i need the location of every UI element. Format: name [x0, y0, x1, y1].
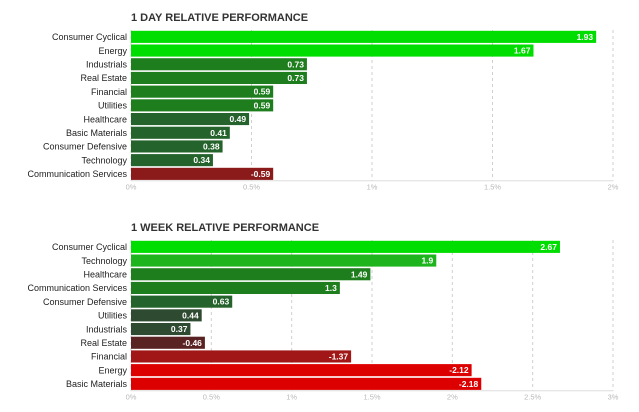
day-value-label: 1.67 — [514, 46, 531, 56]
day-value-label: 0.59 — [254, 100, 271, 110]
week-bar — [131, 364, 472, 377]
day-tick-label: 1.5% — [484, 183, 501, 192]
day-value-label: 0.59 — [254, 87, 271, 97]
week-bar — [131, 350, 352, 363]
week-category-label: Consumer Cyclical — [52, 242, 127, 252]
week-category-label: Basic Materials — [66, 379, 128, 389]
day-bar — [131, 99, 274, 112]
week-value-label: -1.37 — [329, 351, 349, 361]
day-value-label: -0.59 — [251, 169, 271, 179]
day-category-label: Consumer Defensive — [43, 142, 127, 152]
day-bar — [131, 167, 274, 180]
day-value-label: 0.73 — [287, 59, 304, 69]
day-tick-label: 0.5% — [243, 183, 260, 192]
week-value-label: 2.67 — [540, 242, 557, 252]
week-category-label: Utilities — [98, 311, 128, 321]
day-category-label: Utilities — [98, 101, 128, 111]
day-category-label: Consumer Cyclical — [52, 32, 127, 42]
week-tick-label: 1.5% — [363, 393, 380, 402]
day-bar — [131, 126, 230, 139]
day-value-label: 0.34 — [193, 155, 210, 165]
week-performance-panel: 1 WEEK RELATIVE PERFORMANCE 0% 0.5% 1% 1.5% 2… — [27, 222, 618, 402]
week-value-label: 1.3 — [325, 283, 337, 293]
week-tick-label: 3% — [608, 393, 619, 402]
day-category-label: Healthcare — [83, 114, 127, 124]
day-bar — [131, 44, 534, 57]
week-category-label: Energy — [98, 365, 127, 375]
week-value-label: 0.63 — [213, 297, 230, 307]
day-tick-label: 1% — [367, 183, 378, 192]
week-value-label: 0.44 — [182, 310, 199, 320]
week-bar — [131, 377, 482, 390]
week-category-label: Financial — [91, 352, 127, 362]
week-bar — [131, 336, 205, 349]
day-category-label: Real Estate — [80, 73, 127, 83]
day-tick-label: 2% — [608, 183, 619, 192]
week-category-label: Communication Services — [27, 283, 127, 293]
week-category-label: Real Estate — [80, 338, 127, 348]
day-performance-panel: 1 DAY RELATIVE PERFORMANCE 0% 0.5% 1% 1.5% 2%… — [27, 12, 618, 192]
day-bar — [131, 85, 274, 98]
day-category-label: Communication Services — [27, 169, 127, 179]
week-bar — [131, 323, 191, 336]
week-category-label: Industrials — [86, 324, 128, 334]
day-value-label: 0.38 — [203, 141, 220, 151]
week-value-label: -0.46 — [183, 338, 203, 348]
week-bar — [131, 254, 437, 267]
week-value-label: -2.12 — [449, 365, 469, 375]
week-value-label: 0.37 — [171, 324, 188, 334]
week-value-label: 1.9 — [421, 256, 433, 266]
day-tick-label: 0% — [126, 183, 137, 192]
week-tick-label: 2% — [447, 393, 458, 402]
week-tick-label: 2.5% — [524, 393, 541, 402]
week-category-label: Technology — [81, 256, 127, 266]
week-category-label: Consumer Defensive — [43, 297, 127, 307]
week-value-label: 1.49 — [351, 269, 368, 279]
day-category-label: Industrials — [86, 59, 128, 69]
day-value-label: 0.41 — [210, 128, 227, 138]
week-bar — [131, 281, 340, 294]
week-bar — [131, 240, 560, 253]
day-value-label: 0.73 — [287, 73, 304, 83]
week-tick-label: 1% — [286, 393, 297, 402]
day-bar — [131, 30, 597, 43]
day-bar — [131, 113, 250, 126]
week-bar — [131, 268, 371, 281]
day-bar — [131, 58, 307, 71]
day-bar — [131, 71, 307, 84]
week-bar — [131, 309, 202, 322]
week-tick-label: 0% — [126, 393, 137, 402]
day-category-label: Basic Materials — [66, 128, 128, 138]
day-category-label: Energy — [98, 46, 127, 56]
day-value-label: 0.49 — [230, 114, 247, 124]
day-chart-title: 1 DAY RELATIVE PERFORMANCE — [131, 12, 308, 24]
week-tick-label: 0.5% — [203, 393, 220, 402]
week-chart-title: 1 WEEK RELATIVE PERFORMANCE — [131, 222, 319, 234]
day-value-label: 1.93 — [577, 32, 594, 42]
week-value-label: -2.18 — [459, 379, 479, 389]
day-bar — [131, 140, 223, 153]
day-category-label: Financial — [91, 87, 127, 97]
day-bar — [131, 154, 213, 167]
week-bar — [131, 295, 233, 308]
week-category-label: Healthcare — [83, 269, 127, 279]
day-category-label: Technology — [81, 155, 127, 165]
